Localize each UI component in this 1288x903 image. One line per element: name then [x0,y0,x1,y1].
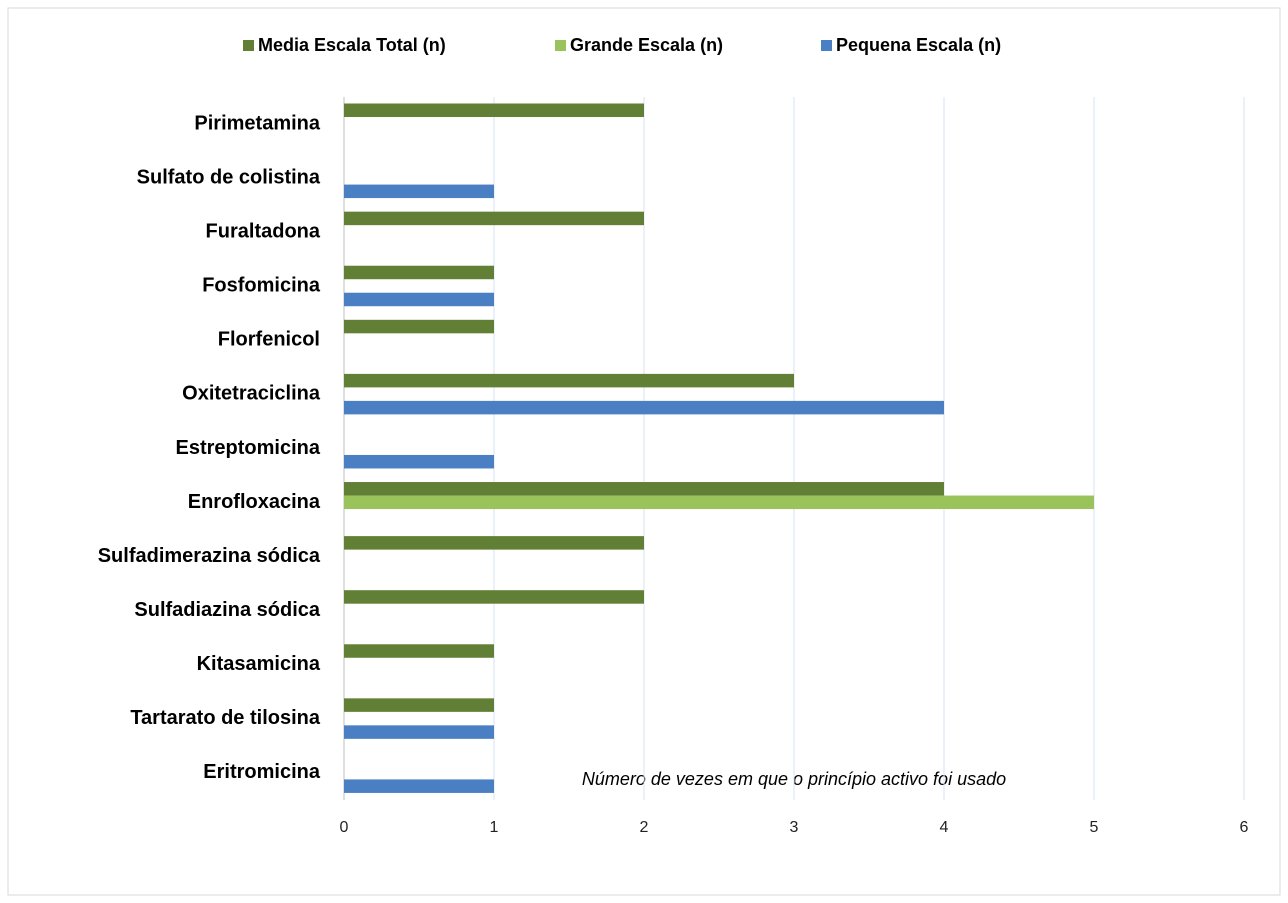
bar [344,536,644,550]
legend-label: Grande Escala (n) [570,35,723,55]
legend-swatch [821,40,832,51]
legend-label: Media Escala Total (n) [258,35,446,55]
y-tick-label: Estreptomicina [176,437,321,459]
bar [344,644,494,658]
legend-label: Pequena Escala (n) [836,35,1001,55]
bar [344,103,644,117]
bar [344,211,644,226]
bar [344,779,494,793]
x-tick-label: 1 [490,819,499,836]
bar [344,184,494,199]
x-tick-label: 2 [640,819,649,836]
bar [344,590,644,604]
y-tick-label: Fosfomicina [202,275,321,297]
legend-swatch [243,40,254,51]
y-tick-label: Pirimetamina [194,112,320,134]
bar [344,265,494,280]
y-tick-label: Tartarato de tilosina [130,707,321,729]
bar [344,482,944,496]
bar [344,400,944,415]
x-tick-label: 3 [790,819,799,836]
x-tick-label: 5 [1090,819,1099,836]
bar [344,454,494,469]
bar [344,292,494,307]
y-tick-label: Sulfato de colistina [137,166,321,188]
y-tick-label: Kitasamicina [197,653,321,675]
y-tick-label: Furaltadona [206,220,321,242]
y-tick-label: Sulfadimerazina sódica [98,545,321,567]
bar [344,698,494,712]
y-tick-label: Florfenicol [218,329,320,351]
y-tick-label: Eritromicina [203,761,321,783]
x-tick-label: 0 [340,819,349,836]
bar [344,725,494,739]
legend-swatch [555,40,566,51]
bar [344,319,494,334]
x-tick-label: 6 [1240,819,1249,836]
x-tick-label: 4 [940,819,949,836]
y-tick-label: Sulfadiazina sódica [134,599,320,621]
bar [344,373,794,388]
bar [344,495,1094,510]
y-tick-label: Oxitetraciclina [182,383,321,405]
y-tick-label: Enrofloxacina [188,491,321,513]
